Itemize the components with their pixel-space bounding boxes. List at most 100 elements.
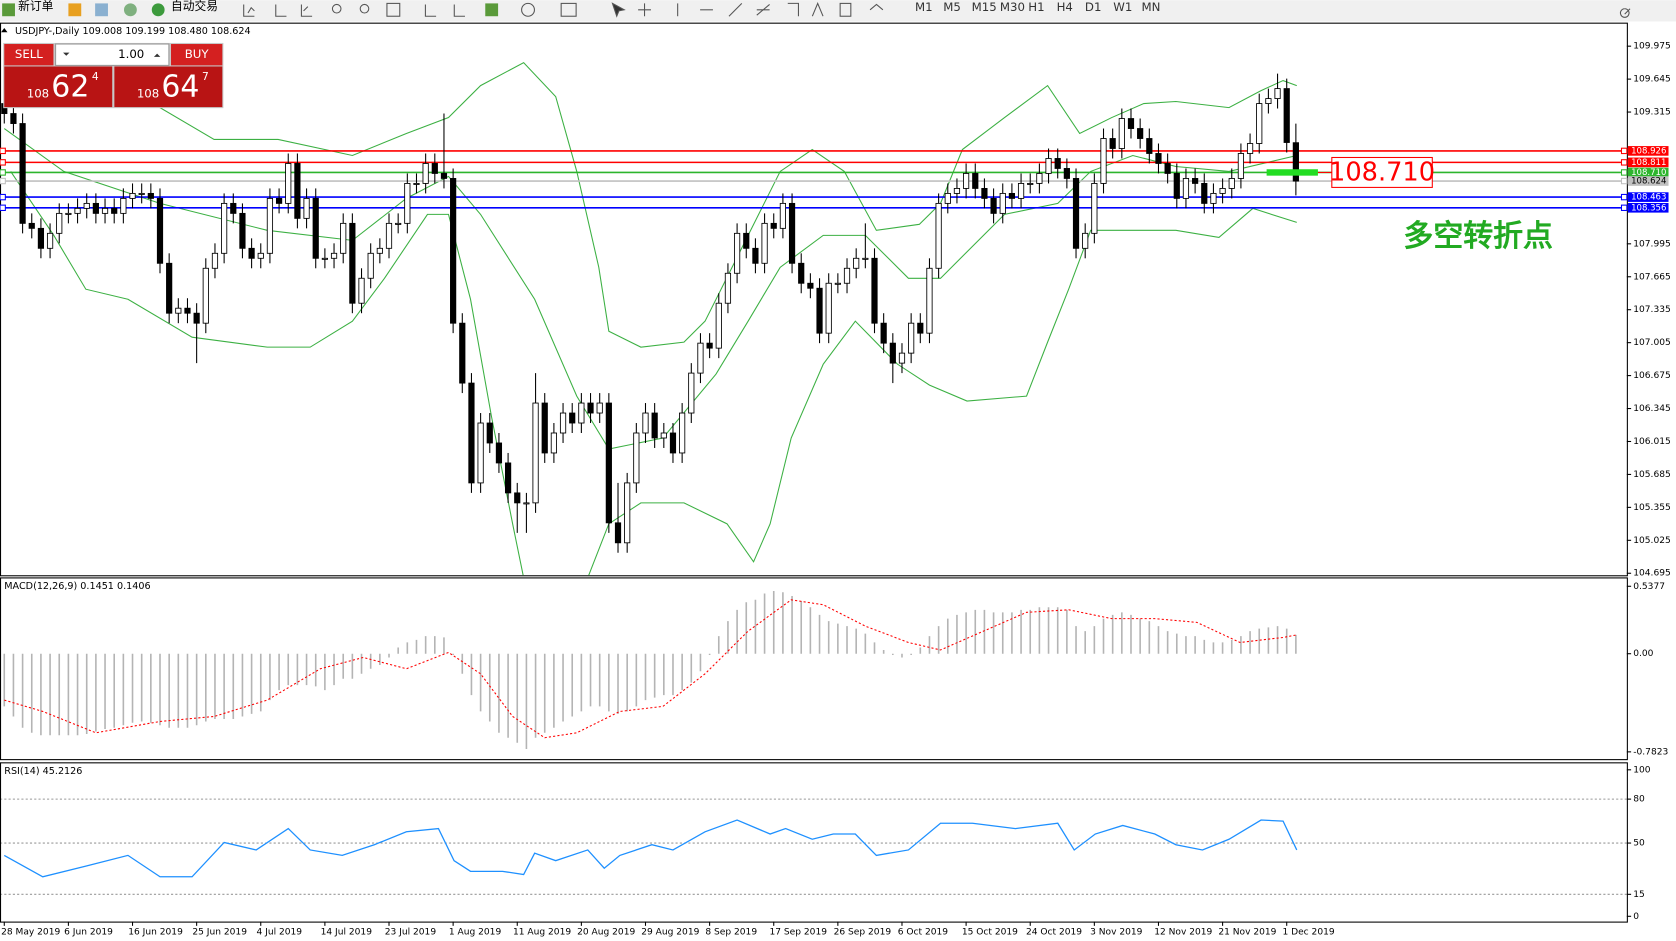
price-label: 108.926 [1631,146,1666,156]
lot-input[interactable] [55,43,170,66]
lot-value[interactable]: 1.00 [118,47,144,61]
candle-body [1127,118,1135,129]
x-tick-label: 26 Sep 2019 [834,928,892,938]
x-tick-label: 16 Jun 2019 [128,928,183,938]
x-tick-label: 4 Jul 2019 [256,928,302,938]
new-order-icon[interactable] [2,3,15,17]
x-tick-label: 8 Sep 2019 [705,928,757,938]
candle-body [1100,138,1107,184]
lot-up[interactable] [153,53,161,57]
buy-button[interactable] [171,44,223,66]
candle-body [1017,183,1025,199]
timeframe-button[interactable]: M15 [972,0,997,14]
price-line-handle [1620,204,1628,211]
candle-body [779,202,786,229]
candle-body [514,492,521,504]
tool-icons[interactable] [243,2,884,18]
candle-body [19,123,26,224]
new-order-button[interactable]: 新订单 [18,0,53,13]
icon[interactable] [123,3,137,17]
candle-body [266,197,274,254]
sell-button[interactable] [4,44,54,66]
candle-body [972,173,979,189]
x-tick-label: 24 Oct 2019 [1026,928,1082,938]
candle-body [541,402,548,454]
candle-body [221,202,228,254]
timeframe-button[interactable]: MN [1142,0,1161,14]
candle-body [422,163,429,184]
x-tick-label: 6 Oct 2019 [898,928,949,938]
candle-body [1063,168,1070,179]
timeframe-button[interactable]: H1 [1028,0,1044,14]
x-tick-label: 6 Jun 2019 [64,928,113,938]
icon[interactable] [95,3,108,17]
x-tick-label: 25 Jun 2019 [192,928,247,938]
y-tick-label: 106.345 [1633,404,1671,414]
candle-body [257,252,264,259]
candle-body [230,202,237,214]
main-plot [1,61,1627,576]
y-tick-label: 0.5377 [1633,582,1665,592]
candle-body [770,222,777,229]
macd-title: MACD(12,26,9) 0.1451 0.1406 [4,581,150,592]
toolbar-bg [0,0,1676,22]
candle-body [688,372,695,414]
timeframe-button[interactable]: M1 [915,0,933,14]
rsi-plot [1,798,1627,895]
timeframe-button[interactable]: M30 [1000,0,1025,14]
collapse-icon[interactable] [1,27,8,33]
sell-price-box[interactable] [4,66,113,108]
sell-label[interactable]: SELL [15,47,43,61]
candle-body [1256,103,1263,144]
candle-body [715,302,722,349]
candle-body [1265,98,1272,104]
candle-body [395,222,402,225]
candle-body [303,197,310,219]
candle-body [248,247,255,259]
auto-trading-button[interactable]: 自动交易 [171,0,218,13]
candle-body [65,212,72,215]
candle-body [46,232,54,249]
y-tick-label: 105.355 [1633,503,1671,513]
lot-down[interactable] [63,52,70,56]
y-tick-label: 104.695 [1633,569,1671,579]
x-tick-label: 28 May 2019 [1,928,60,938]
auto-trading-icon[interactable] [151,3,165,17]
candle-body [138,192,145,195]
buy-label[interactable]: BUY [185,47,210,61]
candle-body [953,187,961,194]
candle-body [761,222,768,264]
price-line-handle [0,193,6,201]
candle-body [440,173,448,179]
timeframe-button[interactable]: M5 [943,0,961,14]
candle-body [1274,88,1281,100]
candle-body [596,402,603,414]
price-label-box [1627,202,1669,213]
rsi-line [3,819,1298,878]
axes: 109.975 109.645 109.315 107.995 107.665 107.3… [0,42,1671,938]
y-tick-label: 105.025 [1633,536,1671,546]
buy-price-box[interactable] [114,66,223,108]
icon[interactable] [68,3,82,17]
candle-body [724,272,732,304]
candle-body [340,222,347,254]
x-tick-label: 21 Nov 2019 [1218,928,1276,938]
candle-body [532,402,539,504]
y-tick-label: 106.675 [1633,371,1671,381]
candle-body [1164,163,1171,174]
candle-body [679,412,686,454]
y-tick-label: 105.685 [1633,470,1671,480]
timeframe-button[interactable]: H4 [1057,0,1073,14]
candle-body [871,257,878,324]
timeframe-button[interactable]: W1 [1113,0,1132,14]
search-icon[interactable] [1619,8,1631,18]
buy-price-mid: 64 [161,69,199,104]
price-line-handle [1620,169,1628,176]
candle-body [605,402,612,524]
timeframe-button[interactable]: D1 [1085,0,1102,14]
price-line-handle [1620,147,1628,155]
candle-body [504,462,512,494]
x-tick-label: 11 Aug 2019 [513,928,571,938]
candle-body [697,342,704,374]
price-label: 108.811 [1631,158,1666,168]
